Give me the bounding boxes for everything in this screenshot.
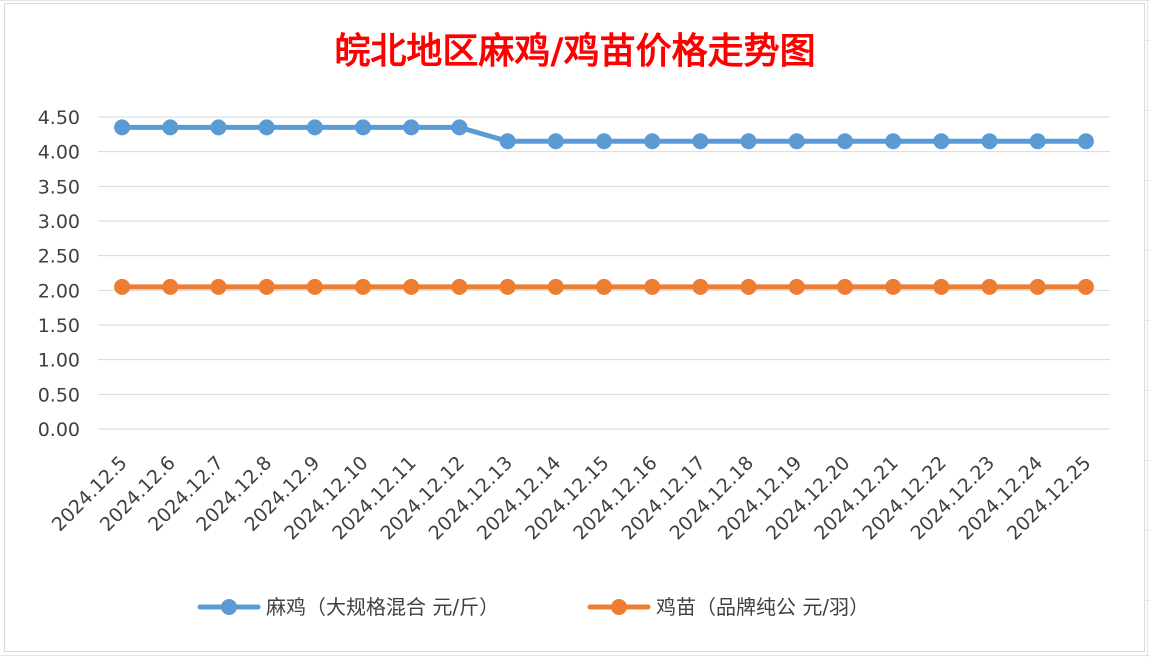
data-point[interactable] — [885, 278, 902, 295]
y-tick-label: 3.50 — [38, 176, 80, 198]
data-point[interactable] — [692, 133, 709, 150]
legend-item[interactable]: 麻鸡（大规格混合 元/斤） — [197, 595, 499, 619]
data-point[interactable] — [547, 278, 564, 295]
legend-label: 鸡苗（品牌纯公 元/羽） — [656, 595, 869, 619]
data-point[interactable] — [644, 133, 661, 150]
series-2 — [114, 278, 1094, 295]
y-tick-label: 0.50 — [38, 384, 80, 406]
data-point[interactable] — [1029, 133, 1046, 150]
data-point[interactable] — [258, 278, 275, 295]
data-point[interactable] — [981, 278, 998, 295]
y-tick-label: 4.00 — [38, 142, 80, 164]
data-point[interactable] — [451, 278, 468, 295]
y-tick-label: 4.50 — [38, 107, 80, 129]
data-point[interactable] — [836, 133, 853, 150]
data-point[interactable] — [788, 133, 805, 150]
legend-swatch-marker — [221, 599, 237, 615]
data-point[interactable] — [162, 278, 179, 295]
data-point[interactable] — [836, 278, 853, 295]
data-point[interactable] — [499, 133, 516, 150]
legend-item[interactable]: 鸡苗（品牌纯公 元/羽） — [587, 595, 869, 619]
data-point[interactable] — [547, 133, 564, 150]
data-point[interactable] — [596, 133, 612, 150]
data-point[interactable] — [210, 278, 227, 295]
y-tick-label: 0.00 — [38, 419, 80, 441]
data-point[interactable] — [258, 119, 275, 136]
chart-title: 皖北地区麻鸡/鸡苗价格走势图 — [334, 31, 815, 72]
y-tick-label: 3.00 — [38, 211, 80, 233]
data-point[interactable] — [1029, 278, 1046, 295]
data-point[interactable] — [740, 278, 757, 295]
data-point[interactable] — [740, 133, 757, 150]
data-point[interactable] — [1077, 133, 1094, 150]
data-point[interactable] — [451, 119, 468, 136]
y-axis: 0.00 0.50 1.00 1.50 2.00 2.50 3.00 3.50 4.00 4.50 — [38, 107, 80, 441]
data-point[interactable] — [403, 278, 420, 295]
data-point[interactable] — [1077, 278, 1094, 295]
x-axis: 2024.12.52024.12.62024.12.72024.12.82024… — [48, 452, 1096, 544]
legend-swatch-marker — [611, 599, 627, 615]
data-point[interactable] — [114, 278, 131, 295]
data-point[interactable] — [403, 119, 420, 136]
data-point[interactable] — [355, 278, 372, 295]
legend-label: 麻鸡（大规格混合 元/斤） — [266, 595, 499, 619]
data-point[interactable] — [885, 133, 902, 150]
data-point[interactable] — [981, 133, 998, 150]
data-point[interactable] — [210, 119, 227, 136]
y-tick-label: 1.00 — [38, 350, 80, 372]
y-tick-label: 2.50 — [38, 246, 80, 268]
data-point[interactable] — [114, 119, 131, 136]
data-point[interactable] — [306, 119, 323, 136]
data-point[interactable] — [788, 278, 805, 295]
gridlines — [98, 116, 1110, 430]
data-point[interactable] — [692, 278, 709, 295]
data-point[interactable] — [355, 119, 372, 136]
data-point[interactable] — [644, 278, 661, 295]
data-point[interactable] — [162, 119, 179, 136]
legend: 麻鸡（大规格混合 元/斤） 鸡苗（品牌纯公 元/羽） — [197, 595, 869, 619]
data-point[interactable] — [933, 278, 950, 295]
series-1 — [114, 119, 1094, 150]
data-point[interactable] — [306, 278, 323, 295]
data-point[interactable] — [933, 133, 950, 150]
y-tick-label: 2.00 — [38, 280, 80, 302]
chart-area[interactable] — [4, 3, 1145, 652]
data-point[interactable] — [499, 278, 516, 295]
series-layer — [114, 119, 1094, 295]
data-point[interactable] — [596, 278, 612, 295]
y-tick-label: 1.50 — [38, 315, 80, 337]
